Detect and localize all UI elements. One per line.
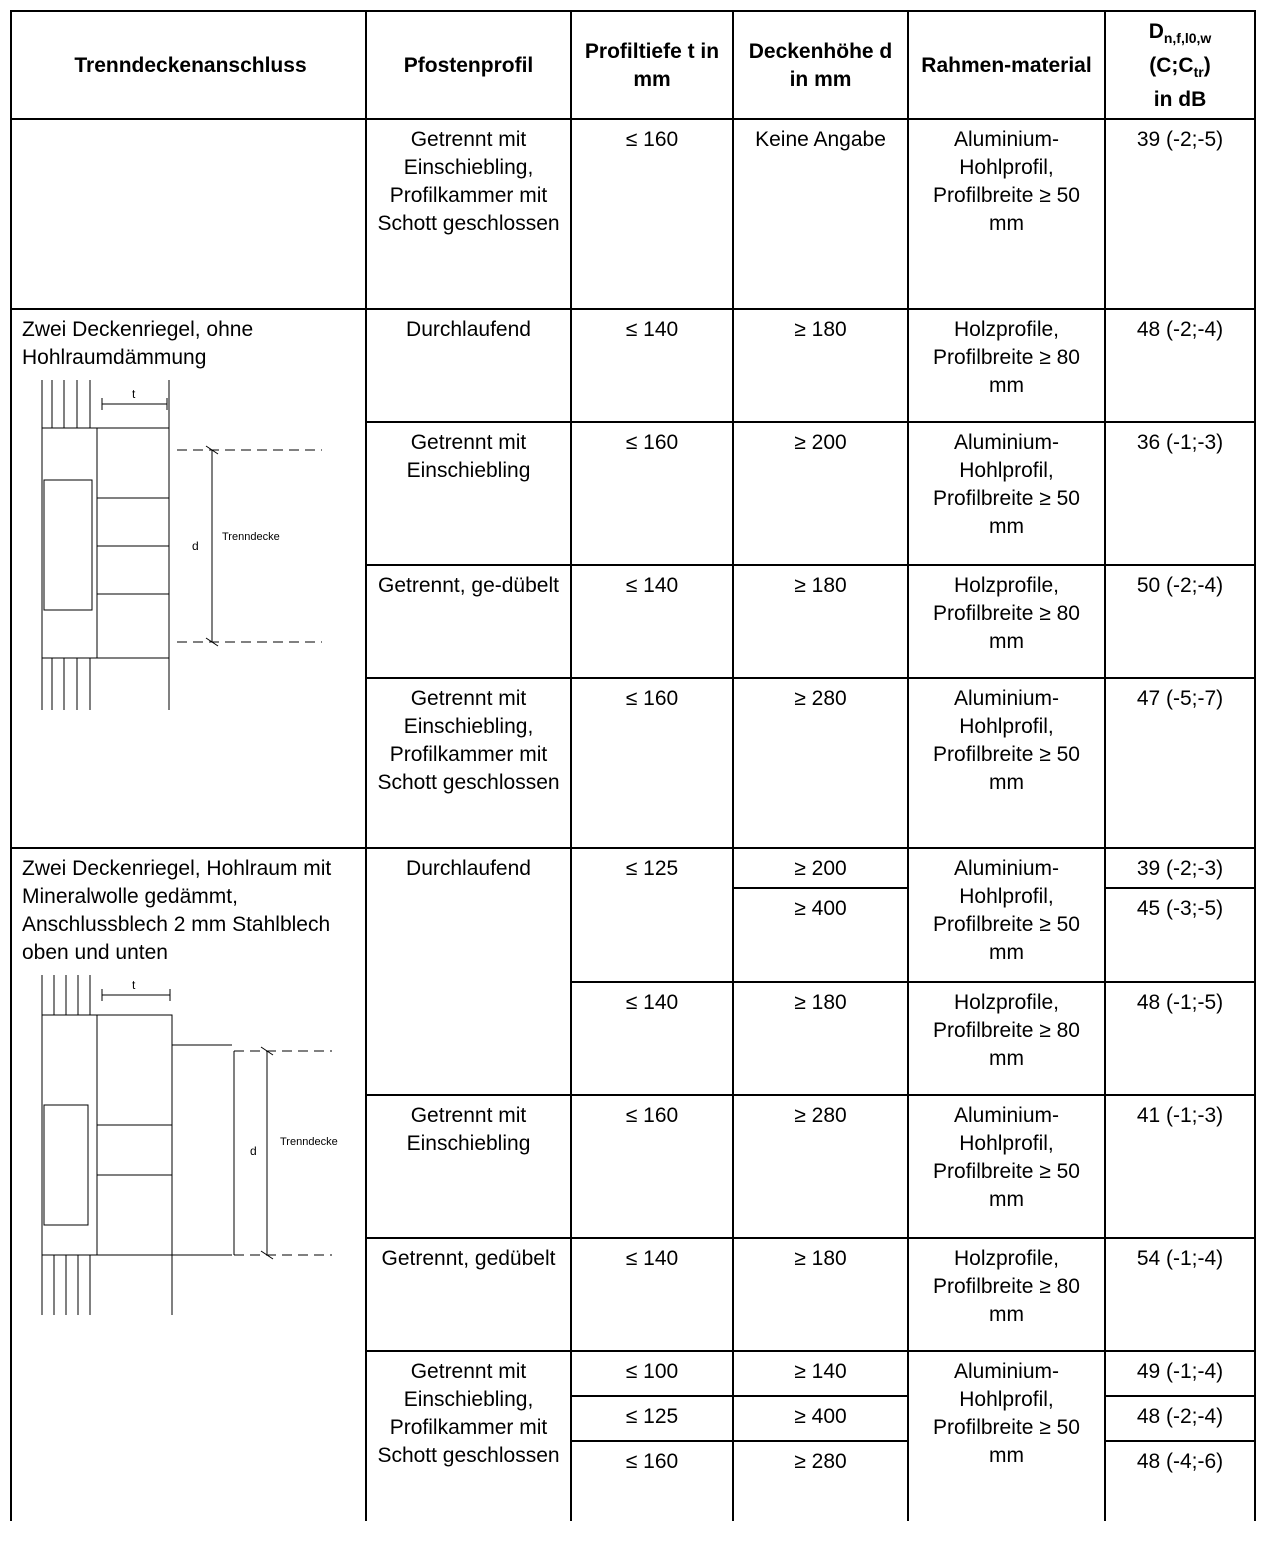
cell-hoehe: ≥ 180	[732, 564, 909, 680]
table-row: Zwei Deckenriegel, ohne Hohlraumdämmung	[10, 308, 1256, 850]
cell-hoehe: ≥ 200	[732, 847, 909, 890]
spectrum-close: )	[1203, 54, 1211, 78]
cell-tiefe: ≤ 160	[570, 118, 734, 311]
header-pfostenprofil: Pfostenprofil	[365, 9, 572, 121]
cell-hoehe: ≥ 400	[732, 887, 909, 984]
header-trenndeckenanschluss: Trenndeckenanschluss	[10, 9, 367, 121]
cell-tiefe: ≤ 160	[570, 421, 734, 567]
cell-tiefe: ≤ 160	[570, 1094, 734, 1240]
cell-tiefe: ≤ 140	[570, 308, 734, 424]
cell-material: Aluminium-Hohlprofil, Profilbreite ≥ 50 …	[907, 847, 1106, 984]
table-row: Getrennt mit Einschiebling ≤ 160 ≥ 200 A…	[11, 421, 1256, 567]
cell-hoehe: ≥ 280	[732, 1094, 909, 1240]
cell-profil: Getrennt, ge-dübelt	[365, 564, 572, 680]
header-rahmenmaterial: Rahmen-material	[907, 9, 1106, 121]
cell-material: Aluminium-Hohlprofil, Profilbreite ≥ 50 …	[907, 118, 1106, 311]
cell-db: 54 (-1;-4)	[1104, 1237, 1256, 1353]
header-dnfw: Dn,f,l0,w (C;Ctr) in dB	[1104, 9, 1256, 121]
ceiling-connection-drawing-2: t Trenndecke d	[41, 975, 338, 1316]
cell-profil: Getrennt mit Einschiebling, Profilkammer…	[365, 118, 572, 311]
spectrum-adapt: (C;C	[1149, 54, 1194, 78]
cell-profil: Durchlaufend	[365, 308, 572, 424]
cell-db: 39 (-2;-5)	[1104, 118, 1256, 311]
cell-hoehe: ≥ 200	[732, 421, 909, 567]
cell-hoehe: ≥ 280	[732, 677, 909, 850]
cell-db: 41 (-1;-3)	[1104, 1094, 1256, 1240]
cell-material: Holzprofile, Profilbreite ≥ 80 mm	[907, 308, 1106, 424]
cell-hoehe: ≥ 180	[732, 308, 909, 424]
table-row: ≤ 125 ≥ 400 48 (-2;-4)	[11, 1395, 1256, 1443]
cell-profil: Getrennt mit Einschiebling, Profilkammer…	[365, 1350, 572, 1522]
dnfw-symbol: D	[1148, 20, 1164, 43]
group-3-label: Zwei Deckenriegel, Hohlraum mit Mineralw…	[22, 857, 332, 965]
cell-tiefe: ≤ 125	[570, 847, 734, 984]
cell-material: Holzprofile, Profilbreite ≥ 80 mm	[907, 564, 1106, 680]
drawing-label-d: d	[250, 1144, 257, 1158]
cell-hoehe: ≥ 140	[732, 1350, 909, 1398]
empty-cell	[10, 118, 367, 311]
group-3-label-cell: Zwei Deckenriegel, Hohlraum mit Mineralw…	[10, 847, 367, 1522]
sound-insulation-table: Trenndeckenanschluss Pfostenprofil Profi…	[10, 9, 1256, 1522]
cell-tiefe: ≤ 160	[570, 677, 734, 850]
cell-material: Aluminium-Hohlprofil, Profilbreite ≥ 50 …	[907, 1350, 1106, 1522]
header-deckenhoehe: Deckenhöhe d in mm	[732, 9, 909, 121]
cell-db: 45 (-3;-5)	[1104, 887, 1256, 984]
table-row: Getrennt, ge-dübelt ≤ 140 ≥ 180 Holzprof…	[11, 564, 1256, 680]
drawing-label-trenndecke: Trenndecke	[222, 531, 280, 543]
cell-hoehe: ≥ 400	[732, 1395, 909, 1443]
cell-tiefe: ≤ 100	[570, 1350, 734, 1398]
table-row: Getrennt, gedübelt ≤ 140 ≥ 180 Holzprofi…	[11, 1237, 1256, 1353]
drawing-label-d: d	[192, 539, 199, 553]
cell-tiefe: ≤ 160	[570, 1440, 734, 1522]
cell-db: 36 (-1;-3)	[1104, 421, 1256, 567]
cell-hoehe: Keine Angabe	[732, 118, 909, 311]
group-2-label: Zwei Deckenriegel, ohne Hohlraumdämmung	[22, 318, 254, 370]
dnfw-subscript: n,f,l0,w	[1163, 30, 1212, 47]
cell-hoehe: ≥ 280	[732, 1440, 909, 1522]
header-row: Trenndeckenanschluss Pfostenprofil Profi…	[10, 9, 1256, 121]
cell-hoehe: ≥ 180	[732, 1237, 909, 1353]
table-row: Getrennt mit Einschiebling ≤ 160 ≥ 280 A…	[11, 1094, 1256, 1240]
cell-db: 48 (-1;-5)	[1104, 981, 1256, 1097]
cell-profil: Getrennt mit Einschiebling, Profilkammer…	[365, 677, 572, 850]
cell-db: 50 (-2;-4)	[1104, 564, 1256, 680]
cell-material: Aluminium-Hohlprofil, Profilbreite ≥ 50 …	[907, 677, 1106, 850]
cell-db: 47 (-5;-7)	[1104, 677, 1256, 850]
cell-tiefe: ≤ 140	[570, 1237, 734, 1353]
cell-profil: Durchlaufend	[365, 847, 572, 1097]
cell-db: 48 (-2;-4)	[1104, 308, 1256, 424]
cell-material: Holzprofile, Profilbreite ≥ 80 mm	[907, 1237, 1106, 1353]
cell-db: 48 (-4;-6)	[1104, 1440, 1256, 1522]
table-row: Getrennt mit Einschiebling, Profilkammer…	[11, 677, 1256, 850]
header-profiltiefe: Profiltiefe t in mm	[570, 9, 734, 121]
cell-tiefe: ≤ 140	[570, 564, 734, 680]
cell-profil: Getrennt mit Einschiebling	[365, 1094, 572, 1240]
group-2-label-cell: Zwei Deckenriegel, ohne Hohlraumdämmung	[10, 308, 367, 850]
cell-db: 49 (-1;-4)	[1104, 1350, 1256, 1398]
drawing-label-t: t	[132, 978, 136, 992]
table-row: ≤ 160 ≥ 280 48 (-4;-6)	[11, 1440, 1256, 1522]
cell-material: Aluminium-Hohlprofil, Profilbreite ≥ 50 …	[907, 1094, 1106, 1240]
cell-db: 48 (-2;-4)	[1104, 1395, 1256, 1443]
cell-db: 39 (-2;-3)	[1104, 847, 1256, 890]
table-row: ≥ 400 45 (-3;-5)	[11, 887, 1256, 984]
cell-material: Holzprofile, Profilbreite ≥ 80 mm	[907, 981, 1106, 1097]
table-row: Zwei Deckenriegel, Hohlraum mit Mineralw…	[10, 847, 1256, 1522]
unit-db: in dB	[1153, 88, 1207, 112]
cell-material: Aluminium-Hohlprofil, Profilbreite ≥ 50 …	[907, 421, 1106, 567]
cell-profil: Getrennt, gedübelt	[365, 1237, 572, 1353]
table-row: Getrennt mit Einschiebling, Profilkammer…	[11, 1350, 1256, 1522]
cell-hoehe: ≥ 180	[732, 981, 909, 1097]
table-row: Getrennt mit Einschiebling, Profilkammer…	[10, 118, 1256, 311]
drawing-label-t: t	[132, 387, 136, 401]
table-row: ≤ 140 ≥ 180 Holzprofile, Profilbreite ≥ …	[11, 981, 1256, 1097]
cell-tiefe: ≤ 140	[570, 981, 734, 1097]
ceiling-connection-drawing-1: t Trenndecke d	[41, 380, 322, 711]
drawing-label-trenndecke: Trenndecke	[280, 1136, 338, 1148]
spectrum-sub: tr	[1193, 64, 1204, 81]
cell-profil: Getrennt mit Einschiebling	[365, 421, 572, 567]
cell-tiefe: ≤ 125	[570, 1395, 734, 1443]
